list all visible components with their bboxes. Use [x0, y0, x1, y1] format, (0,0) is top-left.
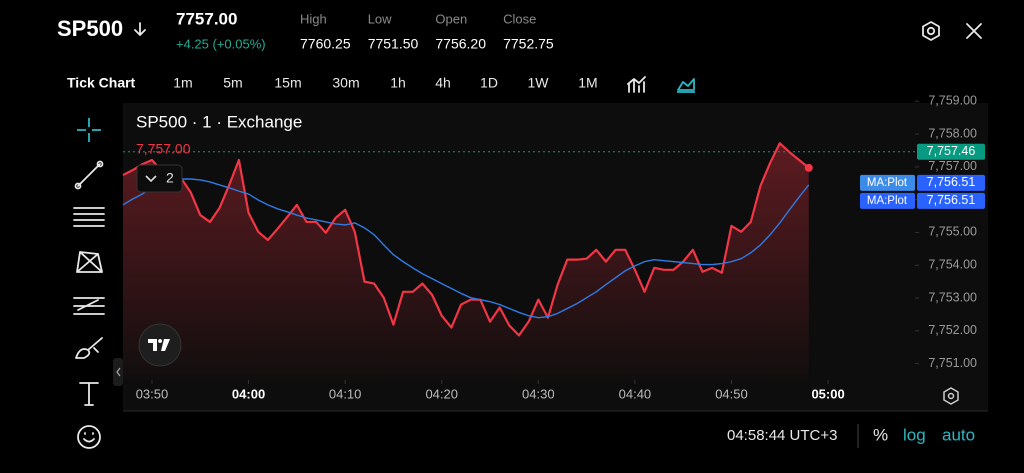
- axis-settings-core: [947, 392, 955, 400]
- lines-tool[interactable]: [73, 207, 105, 227]
- settings-icon[interactable]: [922, 21, 940, 41]
- interval-button[interactable]: 1m: [173, 75, 192, 91]
- price-tag-label: 7,757.46: [927, 144, 976, 158]
- stat-value: 7760.25: [300, 36, 351, 52]
- interval-button[interactable]: 15m: [274, 75, 301, 91]
- tradingview-logo-mark: [148, 339, 170, 351]
- x-tick-label: 04:30: [522, 386, 555, 401]
- price-change: +4.25 (+0.05%): [176, 36, 266, 51]
- x-tick-label: 04:50: [715, 386, 748, 401]
- y-tick-label: 7,754.00: [928, 258, 977, 272]
- series-tag: [860, 174, 915, 191]
- y-tick-label: 7,757.00: [928, 159, 977, 173]
- last-price: 7757.00: [176, 9, 237, 28]
- x-tick-label: 04:00: [232, 386, 265, 401]
- stat-label: Open: [435, 11, 467, 26]
- interval-bar: 1m 5m 15m 30m 1h 4h 1D 1W 1M: [173, 75, 597, 91]
- indicators-icon[interactable]: [627, 76, 646, 93]
- tick-chart-button[interactable]: Tick Chart: [67, 75, 136, 91]
- pattern-tool[interactable]: [76, 251, 103, 273]
- interval-button[interactable]: 1h: [390, 75, 406, 91]
- symbol-dropdown-icon[interactable]: [134, 22, 146, 36]
- x-tick-label: 04:10: [329, 386, 362, 401]
- series-tag-label: MA:Plot: [867, 177, 908, 189]
- x-tick-label: 03:50: [136, 386, 169, 401]
- tradingview-logo[interactable]: [138, 323, 182, 367]
- crosshair-tool[interactable]: [77, 118, 101, 142]
- symbol[interactable]: SP500: [57, 16, 123, 41]
- y-tick-label: 7,759.00: [928, 94, 977, 108]
- y-tick-label: 7,755.00: [928, 225, 977, 239]
- percent-toggle[interactable]: %: [873, 425, 888, 444]
- price-tag-label: 7,756.51: [927, 175, 976, 189]
- interval-button[interactable]: 4h: [435, 75, 451, 91]
- y-tick-label: 7,753.00: [928, 290, 977, 304]
- y-tick-label: 7,751.00: [928, 356, 977, 370]
- x-tick-label: 04:40: [619, 386, 652, 401]
- price-area: [123, 143, 809, 380]
- stat-value: 7752.75: [503, 36, 554, 52]
- series-tag-label: MA:Plot: [867, 195, 908, 207]
- y-tick-label: 7,752.00: [928, 323, 977, 337]
- fib-tool[interactable]: [73, 297, 105, 315]
- price-tag-label: 7,756.51: [927, 193, 976, 207]
- price-tag: [917, 143, 985, 160]
- trend-line-tool-end: [74, 182, 82, 190]
- sidebar-toggle-arrow: [116, 367, 121, 377]
- brush-tool[interactable]: [75, 337, 103, 359]
- close-icon[interactable]: [966, 23, 982, 39]
- indicator-count: 2: [166, 170, 174, 186]
- collapse-chevron: [145, 175, 157, 183]
- price-label: 7,757.00: [136, 141, 191, 157]
- stat-label: Low: [368, 11, 392, 26]
- stat-value: 7751.50: [368, 36, 419, 52]
- indicator-collapse[interactable]: [136, 164, 183, 193]
- interval-button[interactable]: 5m: [223, 75, 242, 91]
- x-axis: 03:50 04:00 04:10 04:20 04:30 04:40 04:50 05:00: [136, 380, 845, 401]
- emoji-tool-face: [83, 432, 95, 443]
- text-tool[interactable]: [79, 382, 99, 406]
- stats: High 7760.25 Low 7751.50 Open 7756.20 Close 775…: [300, 11, 554, 51]
- stat-value: 7756.20: [435, 36, 486, 52]
- trend-line-tool-end: [96, 160, 104, 168]
- settings-icon-core: [926, 26, 936, 36]
- emoji-tool[interactable]: [77, 425, 101, 449]
- axis-settings-icon[interactable]: [943, 387, 959, 405]
- log-toggle[interactable]: log: [903, 425, 926, 444]
- x-tick-label: 04:20: [425, 386, 458, 401]
- y-tick-label: 7,758.00: [928, 126, 977, 140]
- ma-line: [122, 178, 810, 319]
- chart-type-icon[interactable]: [677, 78, 695, 93]
- plot-area: [122, 142, 813, 380]
- clock: 04:58:44 UTC+3: [727, 427, 838, 444]
- auto-toggle[interactable]: auto: [942, 425, 975, 444]
- price-tag: [917, 192, 985, 209]
- price-tag: [917, 174, 985, 191]
- last-price-dot: [804, 163, 813, 172]
- stat-label: Close: [503, 11, 536, 26]
- interval-button[interactable]: 1D: [480, 75, 498, 91]
- trend-line-tool[interactable]: [77, 163, 101, 187]
- interval-button[interactable]: 30m: [332, 75, 359, 91]
- x-tick-label: 05:00: [811, 386, 844, 401]
- chart-title: SP500 · 1 · Exchange: [136, 112, 302, 131]
- interval-button[interactable]: 1W: [528, 75, 550, 91]
- sidebar-toggle[interactable]: [113, 358, 123, 386]
- stat-label: High: [300, 11, 327, 26]
- interval-button[interactable]: 1M: [578, 75, 597, 91]
- price-line: [122, 142, 810, 337]
- price-tags: 7,757.46 7,756.51 MA:Plot 7,756.51 MA:Plot: [123, 143, 985, 209]
- series-tag: [860, 192, 915, 209]
